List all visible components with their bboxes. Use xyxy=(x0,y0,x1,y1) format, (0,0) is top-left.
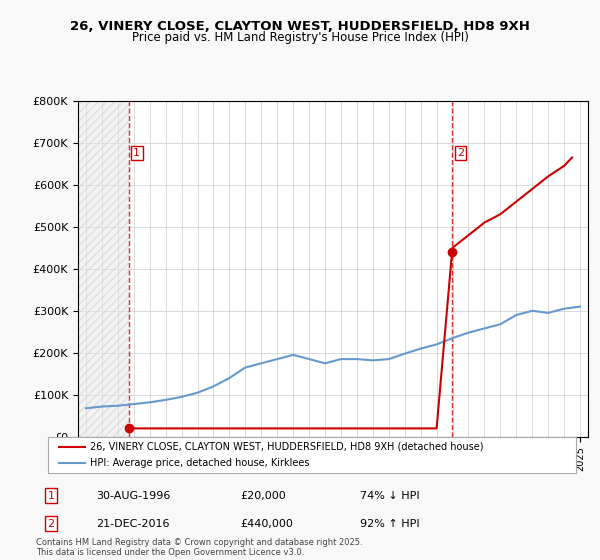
Text: 92% ↑ HPI: 92% ↑ HPI xyxy=(360,519,419,529)
Text: 26, VINERY CLOSE, CLAYTON WEST, HUDDERSFIELD, HD8 9XH (detached house): 26, VINERY CLOSE, CLAYTON WEST, HUDDERSF… xyxy=(90,442,484,452)
Text: £440,000: £440,000 xyxy=(240,519,293,529)
Bar xyxy=(78,101,128,437)
Text: 2: 2 xyxy=(47,519,55,529)
Text: Price paid vs. HM Land Registry's House Price Index (HPI): Price paid vs. HM Land Registry's House … xyxy=(131,31,469,44)
Text: 2: 2 xyxy=(457,148,464,158)
Text: 21-DEC-2016: 21-DEC-2016 xyxy=(96,519,170,529)
Text: 74% ↓ HPI: 74% ↓ HPI xyxy=(360,491,419,501)
Text: Contains HM Land Registry data © Crown copyright and database right 2025.
This d: Contains HM Land Registry data © Crown c… xyxy=(36,538,362,557)
Text: 1: 1 xyxy=(133,148,140,158)
Text: HPI: Average price, detached house, Kirklees: HPI: Average price, detached house, Kirk… xyxy=(90,458,310,468)
Text: 26, VINERY CLOSE, CLAYTON WEST, HUDDERSFIELD, HD8 9XH: 26, VINERY CLOSE, CLAYTON WEST, HUDDERSF… xyxy=(70,20,530,32)
Text: £20,000: £20,000 xyxy=(240,491,286,501)
Text: 30-AUG-1996: 30-AUG-1996 xyxy=(96,491,170,501)
Text: 1: 1 xyxy=(47,491,55,501)
